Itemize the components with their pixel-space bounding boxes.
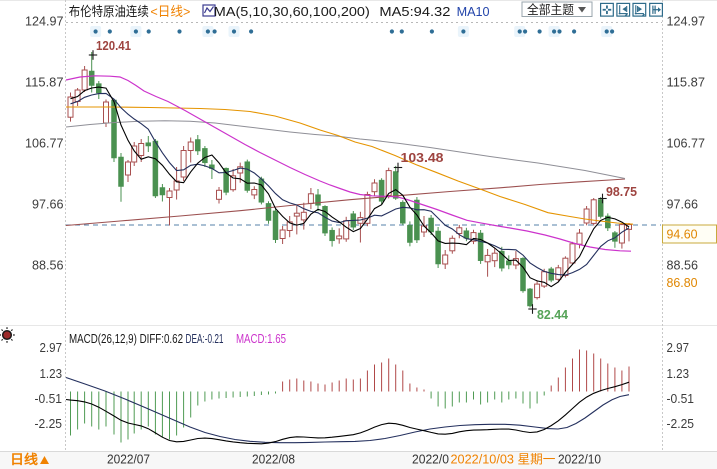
svg-text:MA10: MA10	[457, 4, 490, 19]
svg-text:106.77: 106.77	[667, 136, 706, 151]
svg-text:120.41: 120.41	[96, 38, 131, 53]
svg-text:日线: 日线	[10, 452, 38, 467]
svg-text:全部主题: 全部主题	[527, 2, 574, 17]
svg-text:103.48: 103.48	[401, 150, 444, 165]
svg-text:MA(5,10,30,60,100,200): MA(5,10,30,60,100,200)	[214, 4, 370, 19]
svg-text:97.66: 97.66	[32, 197, 64, 212]
svg-text:115.87: 115.87	[667, 75, 706, 90]
svg-text:94.60: 94.60	[667, 227, 698, 242]
svg-text:98.75: 98.75	[606, 184, 637, 199]
svg-text:97.66: 97.66	[667, 197, 699, 212]
svg-text:2022/10: 2022/10	[558, 453, 601, 467]
svg-text:-2.25: -2.25	[667, 416, 695, 431]
svg-text:115.87: 115.87	[25, 75, 64, 90]
svg-text:2022/0: 2022/0	[412, 453, 449, 467]
svg-text:86.80: 86.80	[667, 275, 698, 290]
svg-text:布伦特原油连续: 布伦特原油连续	[69, 4, 149, 19]
svg-text:1.23: 1.23	[667, 366, 690, 381]
svg-text:124.97: 124.97	[25, 14, 64, 29]
svg-text:DEA:-0.21: DEA:-0.21	[186, 331, 224, 346]
svg-text:-0.51: -0.51	[35, 391, 63, 406]
svg-text:2.97: 2.97	[667, 340, 690, 355]
svg-text:MACD:1.65: MACD:1.65	[236, 331, 286, 346]
svg-text:-0.51: -0.51	[667, 391, 695, 406]
svg-text:88.56: 88.56	[32, 258, 64, 273]
svg-text:106.77: 106.77	[25, 136, 64, 151]
svg-text:2022/07: 2022/07	[107, 453, 150, 467]
svg-text:<日线>: <日线>	[150, 4, 190, 19]
svg-text:-2.25: -2.25	[35, 416, 63, 431]
svg-text:MA5:94.32: MA5:94.32	[379, 4, 450, 19]
svg-text:2022/10/03 星期一: 2022/10/03 星期一	[451, 453, 556, 467]
svg-text:2.97: 2.97	[40, 340, 63, 355]
svg-text:124.97: 124.97	[667, 14, 706, 29]
svg-text:1.23: 1.23	[40, 366, 63, 381]
svg-text:2022/08: 2022/08	[252, 453, 295, 467]
svg-text:82.44: 82.44	[537, 307, 569, 322]
svg-text:88.56: 88.56	[667, 258, 699, 273]
svg-text:MACD(26,12,9) DIFF:0.62: MACD(26,12,9) DIFF:0.62	[69, 331, 183, 346]
